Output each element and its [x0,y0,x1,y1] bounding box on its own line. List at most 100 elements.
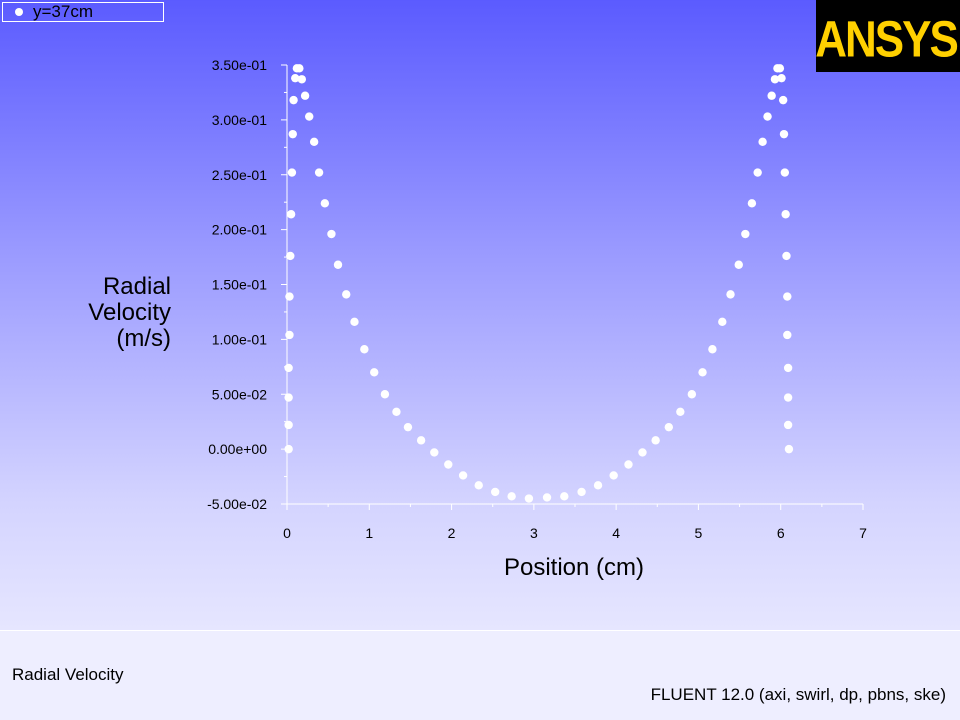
data-point [297,75,307,84]
legend-label: y=37cm [33,2,93,21]
data-point [289,95,298,105]
data-point [783,292,792,301]
data-point [284,363,293,373]
data-point [350,317,359,327]
data-point [767,91,776,100]
y-tick-label: 1.00e-01 [212,331,267,347]
data-point [305,112,314,121]
data-point [784,444,794,454]
axes [286,65,863,505]
footer-plot-name: Radial Velocity [12,665,124,684]
data-point [474,481,483,490]
x-tick-label: 1 [365,525,373,541]
y-tick-label: -5.00e-02 [207,496,267,512]
data-point [333,260,343,269]
ansys-logo-text: ANSYS [816,12,957,69]
data-point [687,390,697,399]
data-points [284,64,794,503]
data-point [783,330,792,340]
data-point [779,129,789,139]
footer-bar: Radial Velocity FLUENT 12.0 (axi, swirl,… [0,630,960,720]
data-point [287,168,297,177]
data-point [360,345,369,354]
data-point [624,460,633,469]
data-point [638,448,647,457]
x-tick-label: 3 [530,525,538,541]
ansys-logo: ANSYS [816,0,960,72]
x-tick-label: 0 [283,525,291,541]
data-point [291,73,300,83]
data-point [664,422,674,432]
data-point [370,368,379,377]
data-point [458,471,468,480]
data-point [327,229,336,239]
data-point [444,460,453,469]
data-point [698,368,707,377]
legend-marker-icon [15,8,23,17]
x-axis-ticks: 0 1 2 3 4 5 6 7 [283,504,867,541]
data-point [295,64,304,73]
data-point [577,487,586,497]
data-point [609,471,618,480]
ansys-logo-mark: ANSYS [816,12,959,69]
data-point [775,64,785,73]
data-point [770,75,780,84]
data-point [285,292,294,301]
data-point [392,407,401,417]
data-point [314,168,324,177]
data-point [708,345,717,354]
data-point [285,330,294,340]
data-point [288,129,297,139]
data-point [416,436,426,445]
radial-velocity-chart: -5.00e-02 0.00e+00 5.00e-02 1.00e-01 1.50e-0… [88,57,867,581]
data-point [781,210,790,219]
x-tick-label: 4 [612,525,620,541]
y-axis-title-line-1: Radial [103,273,171,300]
data-point [430,448,439,457]
data-point [651,436,660,445]
data-point [490,487,500,497]
plot-area: -5.00e-02 0.00e+00 5.00e-02 1.00e-01 1.50e-0… [0,0,960,630]
data-point [284,420,293,430]
y-tick-label: 2.00e-01 [212,222,267,238]
data-point [560,492,569,501]
y-axis-title-line-2: Velocity [88,299,171,326]
y-tick-label: 3.50e-01 [212,57,267,73]
data-point [778,95,788,105]
data-point [783,420,793,430]
data-point [309,137,319,147]
data-point [718,317,727,327]
data-point [780,168,790,177]
data-point [777,73,786,83]
data-point [342,290,351,299]
y-tick-label: 3.00e-01 [212,112,267,128]
legend: y=37cm [2,2,164,22]
data-point [782,251,791,261]
data-point [758,137,767,147]
x-axis-title: Position (cm) [504,554,644,581]
data-point [542,493,552,502]
x-tick-label: 6 [777,525,785,541]
data-point [741,229,750,239]
footer-solver-info: FLUENT 12.0 (axi, swirl, dp, pbns, ske) [650,685,946,704]
data-point [284,393,293,402]
y-tick-label: 2.50e-01 [212,167,267,183]
data-point [286,251,295,261]
y-axis-ticks: -5.00e-02 0.00e+00 5.00e-02 1.00e-01 1.50e-0… [207,57,287,512]
data-point [783,363,793,373]
data-point [284,444,293,454]
data-point [380,390,390,399]
data-point [734,260,743,269]
data-point [747,199,757,208]
data-point [763,112,772,121]
data-point [524,494,534,503]
data-point [507,492,516,501]
x-tick-label: 2 [448,525,456,541]
x-tick-label: 7 [859,525,867,541]
data-point [726,290,735,299]
data-point [783,393,793,402]
data-point [320,199,330,208]
data-point [286,210,296,219]
data-point [300,91,310,100]
data-point [403,422,413,432]
